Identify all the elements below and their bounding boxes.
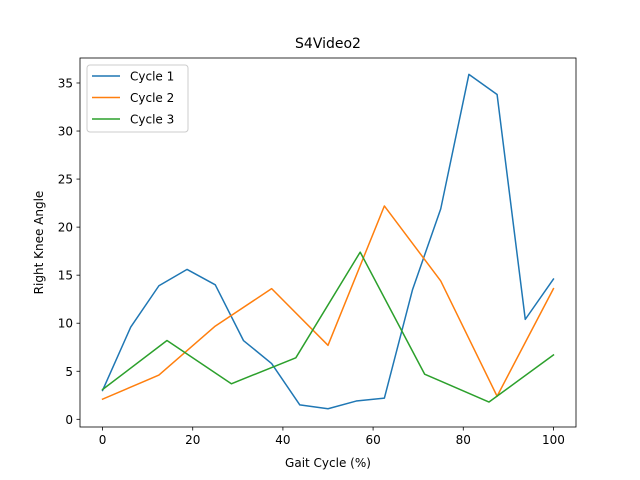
- x-tick-label: 0: [99, 433, 107, 447]
- y-tick-label: 35: [58, 76, 73, 90]
- x-tick-label: 100: [542, 433, 565, 447]
- chart-title: S4Video2: [295, 36, 361, 52]
- series-line-3: [101, 251, 555, 403]
- legend-box: [86, 64, 189, 133]
- series-line-2: [101, 205, 555, 401]
- legend-label-2: Cycle 2: [130, 91, 174, 105]
- x-tick-label: 60: [365, 433, 380, 447]
- y-tick-label: 5: [65, 365, 73, 379]
- y-tick-label: 20: [58, 221, 73, 235]
- y-tick-label: 15: [58, 269, 73, 283]
- y-tick-label: 30: [58, 125, 73, 139]
- series-layer: [101, 73, 555, 410]
- y-axis: 0 5 10 15 20 25 30 35: [58, 76, 80, 427]
- y-tick-label: 25: [58, 173, 73, 187]
- legend-label-1: Cycle 1: [130, 70, 174, 84]
- y-axis-label: Right Knee Angle: [32, 191, 46, 295]
- x-axis-label: Gait Cycle (%): [285, 456, 371, 470]
- x-axis: 0 20 40 60 80 100: [99, 427, 565, 447]
- x-tick-label: 80: [456, 433, 471, 447]
- series-line-1: [101, 73, 555, 410]
- legend: Cycle 1 Cycle 2 Cycle 3: [86, 64, 189, 133]
- y-tick-label: 0: [65, 413, 73, 427]
- x-tick-label: 20: [185, 433, 200, 447]
- x-tick-label: 40: [275, 433, 290, 447]
- legend-label-3: Cycle 3: [130, 113, 174, 127]
- axes-frame: [79, 57, 577, 428]
- y-tick-label: 10: [58, 317, 73, 331]
